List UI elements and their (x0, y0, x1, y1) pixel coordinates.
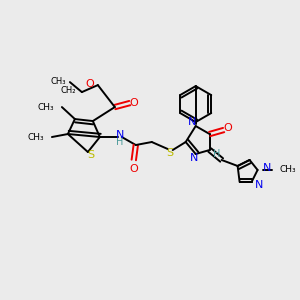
Text: H: H (213, 149, 220, 159)
Text: N: N (190, 153, 198, 163)
Text: O: O (85, 79, 94, 89)
Text: N: N (188, 117, 196, 127)
Text: CH₃: CH₃ (280, 166, 296, 175)
Text: N: N (262, 163, 271, 173)
Text: CH₃: CH₃ (27, 133, 44, 142)
Text: S: S (87, 150, 94, 160)
Text: O: O (223, 123, 232, 133)
Text: O: O (129, 164, 138, 174)
Text: H: H (116, 137, 124, 147)
Text: CH₃: CH₃ (37, 103, 54, 112)
Text: N: N (116, 130, 124, 140)
Text: N: N (255, 180, 263, 190)
Text: O: O (129, 98, 138, 108)
Text: CH₂: CH₂ (60, 85, 76, 94)
Text: CH₃: CH₃ (50, 76, 66, 85)
Text: S: S (166, 148, 173, 158)
